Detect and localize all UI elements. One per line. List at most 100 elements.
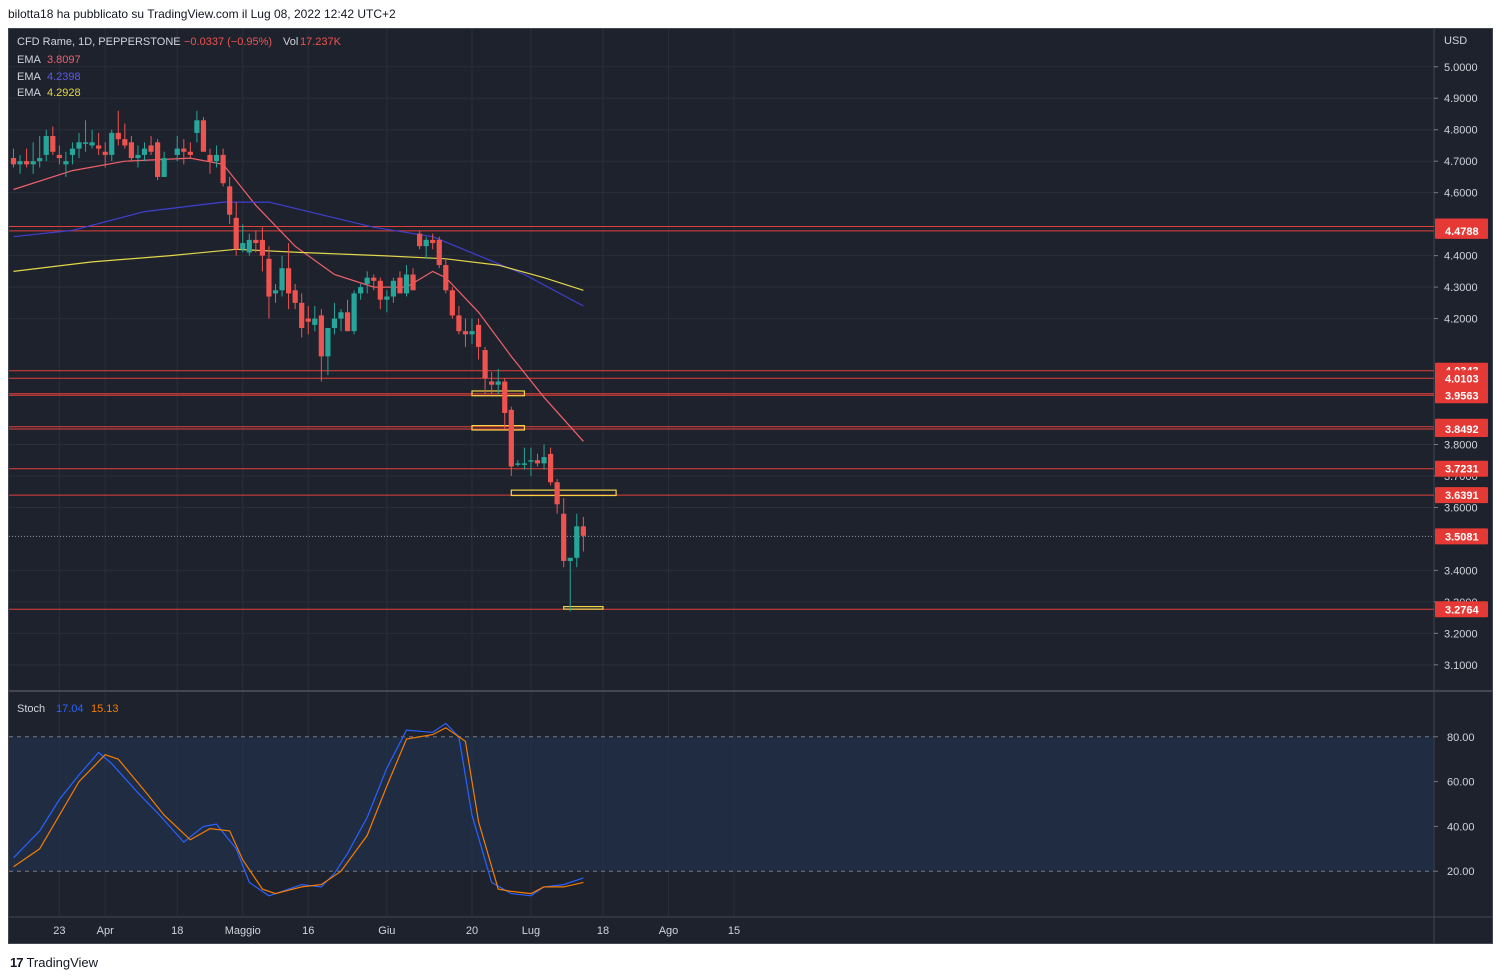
legend-vol-label: Vol xyxy=(283,36,298,48)
candle-body xyxy=(515,463,521,465)
candle xyxy=(174,136,180,162)
time-tick-label: 18 xyxy=(171,925,183,937)
candle-body xyxy=(358,287,364,294)
price-tick-label: 3.1000 xyxy=(1444,660,1478,672)
candle-body xyxy=(135,154,141,159)
level-label-box xyxy=(1435,370,1488,387)
tradingview-logo[interactable]: 17 TradingView xyxy=(10,955,98,970)
candle xyxy=(456,305,462,335)
candle xyxy=(69,142,76,165)
candle-body xyxy=(200,120,207,152)
candle xyxy=(482,346,488,395)
candle xyxy=(96,132,102,155)
candle xyxy=(161,151,167,177)
candle xyxy=(207,148,213,174)
candle xyxy=(240,224,246,253)
candle xyxy=(344,299,351,332)
candle xyxy=(200,117,207,152)
candle-body xyxy=(338,312,344,319)
stoch-legend-d: 15.13 xyxy=(91,703,119,715)
candle xyxy=(56,145,62,165)
level-label: 4.4788 xyxy=(1445,226,1479,238)
price-tick-label: 3.4000 xyxy=(1444,565,1478,577)
level-label: 3.5081 xyxy=(1445,531,1479,543)
publish-line: bilotta18 ha pubblicato su TradingView.c… xyxy=(8,7,396,21)
candle-body xyxy=(96,145,102,149)
candle-body xyxy=(462,331,469,335)
legend-vol-value: 17.237K xyxy=(300,36,342,48)
level-label: 3.8492 xyxy=(1445,424,1479,436)
candle xyxy=(115,110,121,146)
level-label-box xyxy=(1435,460,1488,477)
candle-body xyxy=(10,158,17,165)
level-label-box xyxy=(1435,601,1488,618)
candle-body xyxy=(194,120,200,133)
candle xyxy=(554,479,560,514)
candle xyxy=(561,497,567,568)
legend-ema2-label: EMA xyxy=(17,71,42,83)
candle-body xyxy=(318,315,324,357)
candle-body xyxy=(580,526,586,536)
candle-body xyxy=(69,148,76,155)
candle-body xyxy=(403,274,410,294)
candle xyxy=(279,255,285,297)
candle-body xyxy=(449,290,455,316)
candle xyxy=(423,236,429,259)
candle xyxy=(489,372,495,395)
price-tick-label: 5.0000 xyxy=(1444,62,1478,74)
candle-body xyxy=(56,154,62,159)
candle-body xyxy=(174,148,180,155)
candle xyxy=(390,277,396,303)
time-tick-label: 20 xyxy=(466,925,478,937)
candle-body xyxy=(384,296,390,300)
candle xyxy=(443,258,449,294)
candle-body xyxy=(187,151,193,155)
candle-body xyxy=(24,161,30,165)
candle-body xyxy=(122,139,128,146)
candle xyxy=(449,287,455,319)
candle-body xyxy=(574,526,580,558)
candle-body xyxy=(351,293,357,332)
price-tick-label: 4.9000 xyxy=(1444,93,1478,105)
candle-body xyxy=(148,145,154,152)
candle xyxy=(515,460,521,467)
legend-ema1-label: EMA xyxy=(17,54,42,66)
candle xyxy=(475,318,482,360)
candle-body xyxy=(109,132,115,155)
candle xyxy=(318,309,324,382)
candle xyxy=(567,557,573,612)
stoch-tick-label: 40.00 xyxy=(1447,821,1475,833)
chart[interactable]: 3.10003.20003.30003.40003.60003.70003.80… xyxy=(9,29,1492,943)
zone-rectangle xyxy=(471,425,526,431)
candle xyxy=(286,243,292,310)
candle-body xyxy=(30,161,36,165)
candle-body xyxy=(233,217,239,250)
candle-body xyxy=(443,265,449,291)
candle xyxy=(43,129,49,162)
candle xyxy=(534,453,541,467)
candle xyxy=(102,142,108,168)
candle xyxy=(299,293,305,338)
legend-ema1-value: 3.8097 xyxy=(47,54,81,66)
candle xyxy=(377,277,383,310)
candle xyxy=(364,271,370,294)
time-tick-label: 16 xyxy=(302,925,314,937)
candle-body xyxy=(312,318,318,325)
candle-body xyxy=(521,463,527,465)
stoch-legend-k: 17.04 xyxy=(56,703,84,715)
candle xyxy=(331,302,338,335)
candle xyxy=(417,230,423,250)
candle xyxy=(502,378,508,429)
legend-symbol: CFD Rame, 1D, PEPPERSTONE xyxy=(17,36,181,48)
level-label-box xyxy=(1435,420,1488,437)
legend-ema3-value: 4.2928 xyxy=(47,87,81,99)
candle xyxy=(50,126,56,155)
price-tick-label: 4.6000 xyxy=(1444,188,1478,200)
time-tick-label: Lug xyxy=(522,925,540,937)
candle xyxy=(148,136,154,155)
candle xyxy=(430,233,436,250)
candle xyxy=(403,265,410,297)
price-tick-label: 3.2000 xyxy=(1444,628,1478,640)
time-tick-label: Ago xyxy=(659,925,679,937)
candle xyxy=(109,129,115,162)
